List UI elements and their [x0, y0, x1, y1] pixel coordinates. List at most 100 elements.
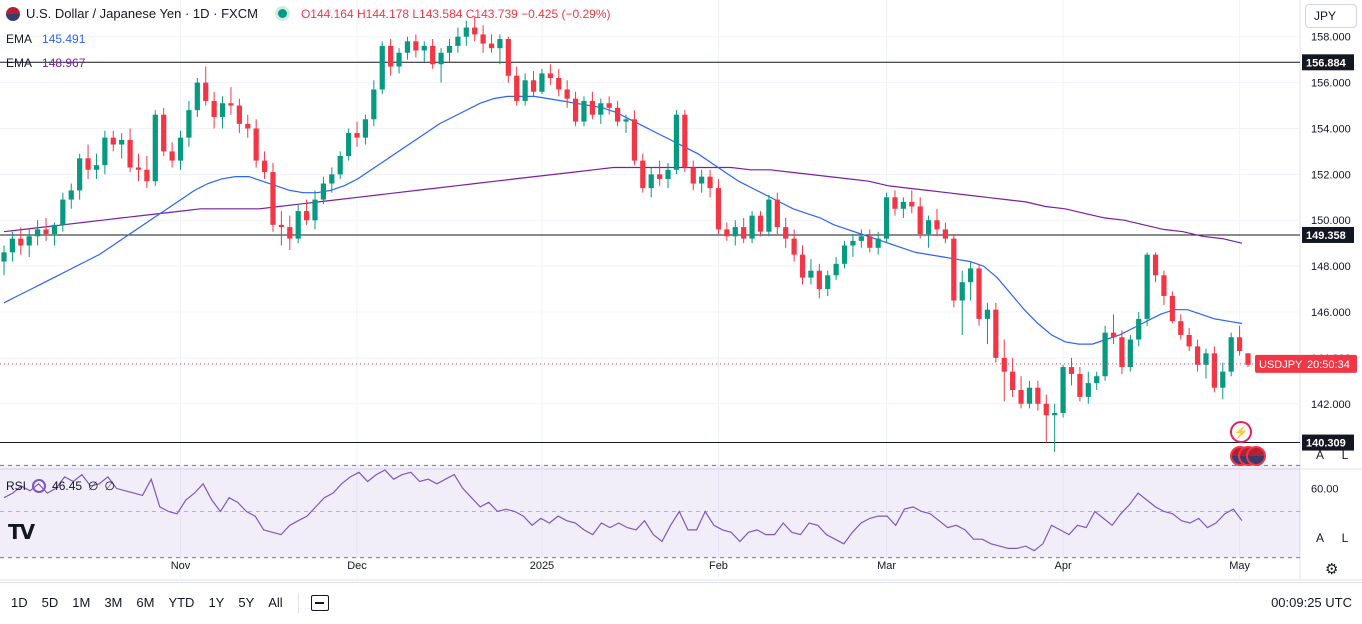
candle-body	[93, 165, 100, 170]
timeframe-3m[interactable]: 3M	[104, 595, 123, 610]
timeframe-6m[interactable]: 6M	[136, 595, 155, 610]
candle	[9, 231, 16, 262]
timeframe-all[interactable]: All	[268, 595, 283, 610]
timeframe-5d[interactable]: 5D	[41, 595, 59, 610]
candle	[1169, 291, 1175, 324]
candle	[161, 107, 167, 156]
candle	[35, 220, 41, 246]
rsi-line	[3, 469, 1243, 552]
rsi-settings-icon[interactable]	[32, 479, 47, 493]
rsi-extra-2: ∅	[104, 479, 115, 493]
candle-body	[77, 158, 83, 191]
utc-clock[interactable]: 00:09:25 UTC	[1271, 595, 1352, 610]
candle-body	[934, 220, 940, 230]
candle	[404, 36, 411, 60]
candle-body	[572, 98, 579, 122]
candle-body	[329, 174, 335, 184]
timeframe-1d[interactable]: 1D	[11, 595, 28, 610]
candle	[959, 270, 965, 335]
candle-body	[119, 139, 125, 145]
candle	[388, 39, 394, 76]
timeframe-1m[interactable]: 1M	[72, 595, 91, 610]
rsi-legend[interactable]: RSI 46.45 ∅ ∅	[6, 479, 115, 493]
candle	[446, 39, 453, 62]
time-tick-label: May	[1229, 560, 1250, 572]
price-tick-label: 152.000	[1311, 169, 1351, 181]
candle	[1152, 252, 1159, 283]
ema-fast-legend[interactable]: EMA 145.491	[6, 32, 85, 46]
ema-fast-value: 145.491	[42, 32, 86, 46]
candle-body	[1052, 412, 1058, 416]
candle	[303, 199, 310, 225]
candle-body	[320, 183, 327, 200]
rsi-log-scale-button[interactable]: L	[1341, 531, 1349, 545]
candle-body	[430, 45, 436, 65]
lightning-icon[interactable]: ⚡	[1230, 421, 1252, 443]
candle	[421, 41, 427, 62]
candle	[841, 240, 848, 269]
candle-body	[488, 43, 495, 49]
candle	[110, 130, 116, 152]
candle-body	[1136, 318, 1142, 340]
candle	[1236, 325, 1243, 356]
candle-body	[18, 238, 24, 246]
candle-body	[110, 137, 116, 145]
gear-icon[interactable]: ⚙	[1325, 561, 1339, 578]
candle-body	[236, 105, 242, 124]
auto-scale-button[interactable]: A	[1315, 448, 1324, 462]
candle	[699, 169, 705, 193]
candle-body	[791, 238, 797, 255]
us-event-icon[interactable]	[1246, 446, 1266, 466]
candle-body	[783, 227, 789, 239]
current-price-tag	[1255, 354, 1357, 373]
candle-body	[841, 245, 848, 264]
candle-body	[867, 236, 873, 248]
candle-body	[1178, 321, 1184, 335]
currency-selector[interactable]: JPY	[1305, 4, 1357, 28]
rsi-auto-scale-button[interactable]: A	[1315, 531, 1324, 545]
candle	[1136, 312, 1142, 347]
candle	[93, 153, 100, 179]
candle-body	[808, 270, 814, 278]
candle	[26, 229, 32, 257]
event-markers[interactable]: ⚡	[1230, 421, 1266, 466]
candle	[1060, 364, 1066, 418]
candle-body	[1220, 371, 1226, 388]
candle	[900, 197, 906, 218]
candle	[1203, 348, 1209, 379]
timeframe-ytd[interactable]: YTD	[168, 595, 195, 610]
calendar-range-icon[interactable]	[310, 594, 329, 611]
candle	[169, 142, 175, 168]
candle-body	[1203, 353, 1209, 365]
candle	[396, 48, 402, 74]
candle	[194, 78, 200, 117]
candle-body	[278, 224, 284, 228]
candle	[606, 96, 612, 115]
price-tick-label: 146.000	[1311, 307, 1351, 319]
candle	[850, 234, 856, 257]
candle-body	[211, 100, 217, 117]
ema-slow-legend[interactable]: EMA 148.967	[6, 56, 85, 70]
candle-body	[976, 268, 982, 319]
log-scale-button[interactable]: L	[1341, 448, 1349, 462]
economic-events[interactable]	[1230, 446, 1266, 466]
candle	[682, 110, 688, 173]
candle	[581, 96, 587, 127]
candle	[463, 20, 469, 46]
candle	[1068, 357, 1075, 386]
candle-body	[505, 39, 511, 76]
timeframe-5y[interactable]: 5Y	[238, 595, 255, 610]
candle	[77, 153, 83, 200]
candle-body	[1110, 332, 1117, 338]
candle	[186, 100, 192, 147]
candle-body	[951, 238, 957, 301]
candle-body	[564, 89, 570, 99]
price-tick-label: 150.000	[1311, 215, 1351, 227]
candle-body	[959, 282, 965, 301]
timeframe-1y[interactable]: 1Y	[208, 595, 225, 610]
symbol-title[interactable]: U.S. Dollar / Japanese Yen · 1D · FXCM	[26, 6, 258, 21]
candle-body	[665, 169, 671, 179]
tradingview-logo[interactable]: TV	[8, 520, 35, 544]
candle-body	[26, 236, 32, 246]
